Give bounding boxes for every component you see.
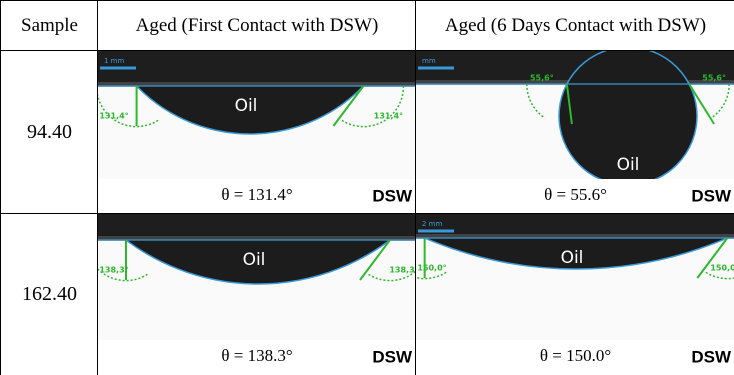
image-cell: 150,0° 150,0 2 mm Oil θ = 150.0° DSW bbox=[415, 213, 734, 375]
scale-label: mm bbox=[422, 57, 436, 65]
drop-label: Oil bbox=[243, 250, 266, 270]
table: SampleAged (First Contact with DSW)Aged … bbox=[0, 0, 734, 374]
header-cell: Aged (First Contact with DSW) bbox=[97, 0, 416, 51]
scale-label: 1 mm bbox=[104, 57, 124, 65]
angle-caption: θ = 55.6° bbox=[544, 185, 607, 204]
angle-label: 131,4° bbox=[99, 112, 128, 121]
drop-label: Oil bbox=[235, 96, 258, 116]
contact-angle-image: 55,6° 55,6° mm Oil θ = 55.6° DSW bbox=[416, 51, 734, 214]
angle-label: 55,6° bbox=[530, 74, 554, 83]
drop-label: Oil bbox=[617, 155, 640, 175]
contact-angle-image: 138,3° 138,3° Oil θ = 138.3° DSW bbox=[98, 214, 416, 375]
header-cell: Aged (6 Days Contact with DSW) bbox=[415, 0, 734, 51]
fluid-label: DSW bbox=[372, 186, 413, 205]
fluid-label: DSW bbox=[372, 347, 413, 366]
angle-caption: θ = 150.0° bbox=[540, 346, 611, 365]
angle-label: 55,6° bbox=[702, 74, 726, 83]
fluid-label: DSW bbox=[691, 347, 732, 366]
top-band bbox=[98, 51, 416, 86]
fluid-label: DSW bbox=[691, 186, 732, 205]
image-cell: 55,6° 55,6° mm Oil θ = 55.6° DSW bbox=[415, 50, 734, 214]
sample-cell: 162.40 bbox=[0, 213, 98, 375]
drop-label: Oil bbox=[561, 248, 584, 268]
angle-label: 150,0° bbox=[417, 264, 446, 273]
scale-label: 2 mm bbox=[422, 220, 442, 228]
image-cell: 138,3° 138,3° Oil θ = 138.3° DSW bbox=[97, 213, 416, 375]
angle-label: 131,4° bbox=[374, 112, 403, 121]
header-cell: Sample bbox=[0, 0, 98, 51]
contact-angle-image: 131,4° 131,4° 1 mm Oil θ = 131.4° DSW bbox=[98, 51, 416, 214]
sample-cell: 94.40 bbox=[0, 50, 98, 214]
contact-angle-image: 150,0° 150,0 2 mm Oil θ = 150.0° DSW bbox=[416, 214, 734, 375]
angle-caption: θ = 131.4° bbox=[221, 185, 292, 204]
angle-label: 138,3° bbox=[99, 266, 128, 275]
image-cell: 131,4° 131,4° 1 mm Oil θ = 131.4° DSW bbox=[97, 50, 416, 214]
angle-caption: θ = 138.3° bbox=[221, 346, 292, 365]
angle-label: 138,3° bbox=[389, 266, 416, 275]
angle-label: 150,0 bbox=[710, 264, 734, 273]
